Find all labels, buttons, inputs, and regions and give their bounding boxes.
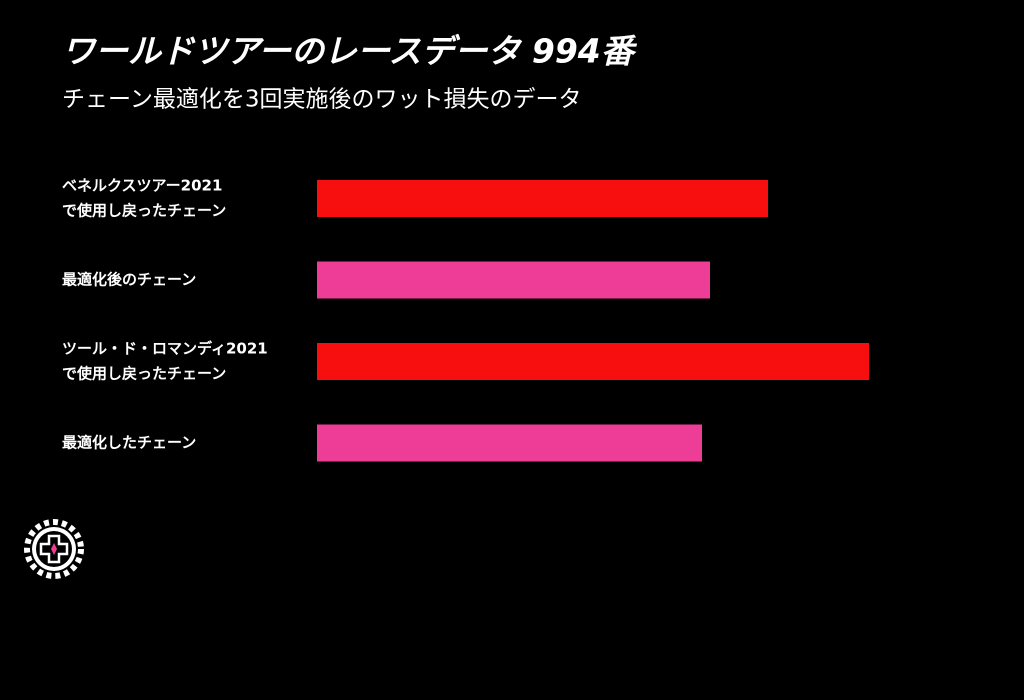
category-label: で使用し戻ったチェーン [62, 202, 226, 220]
category-label: 最適化後のチェーン [62, 271, 196, 289]
bar [317, 180, 768, 217]
category-label: 最適化したチェーン [62, 434, 196, 452]
category-label: ツール・ド・ロマンディ2021 [62, 340, 268, 358]
bar [317, 343, 869, 380]
logo [24, 519, 84, 579]
bar [317, 424, 702, 462]
bar [317, 261, 710, 299]
chart-title: ワールドツアーのレースデータ 994番 [62, 32, 638, 71]
category-label: ベネルクスツアー2021 [62, 177, 222, 195]
chart-subtitle: チェーン最適化を3回実施後のワット損失のデータ [62, 87, 581, 113]
category-label: で使用し戻ったチェーン [62, 365, 226, 383]
